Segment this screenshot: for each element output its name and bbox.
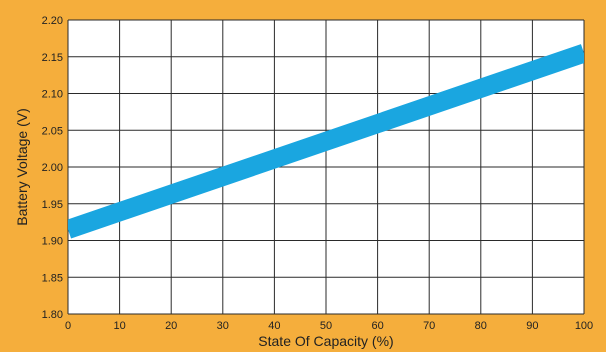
y-tick-label: 1.90 [42, 236, 63, 248]
x-tick-label: 90 [526, 320, 538, 332]
x-tick-label: 80 [475, 320, 487, 332]
x-tick-labels: 0 10 20 30 40 50 60 70 80 90 100 [65, 320, 593, 332]
x-tick-label: 30 [217, 320, 229, 332]
y-tick-label: 2.00 [42, 162, 63, 174]
y-tick-label: 2.20 [42, 15, 63, 27]
y-axis-label: Battery Voltage (V) [14, 108, 30, 226]
x-tick-label: 60 [371, 320, 383, 332]
grid-lines [67, 19, 585, 315]
x-tick-label: 40 [268, 320, 280, 332]
x-tick-label: 70 [423, 320, 435, 332]
x-tick-label: 100 [575, 320, 593, 332]
series-line [68, 44, 584, 239]
y-tick-label: 1.95 [42, 199, 63, 211]
series-group [68, 44, 584, 239]
y-tick-label: 2.05 [42, 125, 63, 137]
x-axis-label: State Of Capacity (%) [258, 333, 393, 349]
x-tick-label: 10 [113, 320, 125, 332]
x-tick-label: 0 [65, 320, 71, 332]
y-tick-label: 2.15 [42, 52, 63, 64]
y-tick-label: 1.85 [42, 272, 63, 284]
y-tick-label: 2.10 [42, 89, 63, 101]
y-tick-label: 1.80 [42, 309, 63, 321]
y-tick-labels: 1.80 1.85 1.90 1.95 2.00 2.05 2.10 2.15 2.20 [42, 15, 63, 321]
x-tick-label: 50 [320, 320, 332, 332]
x-tick-label: 20 [165, 320, 177, 332]
